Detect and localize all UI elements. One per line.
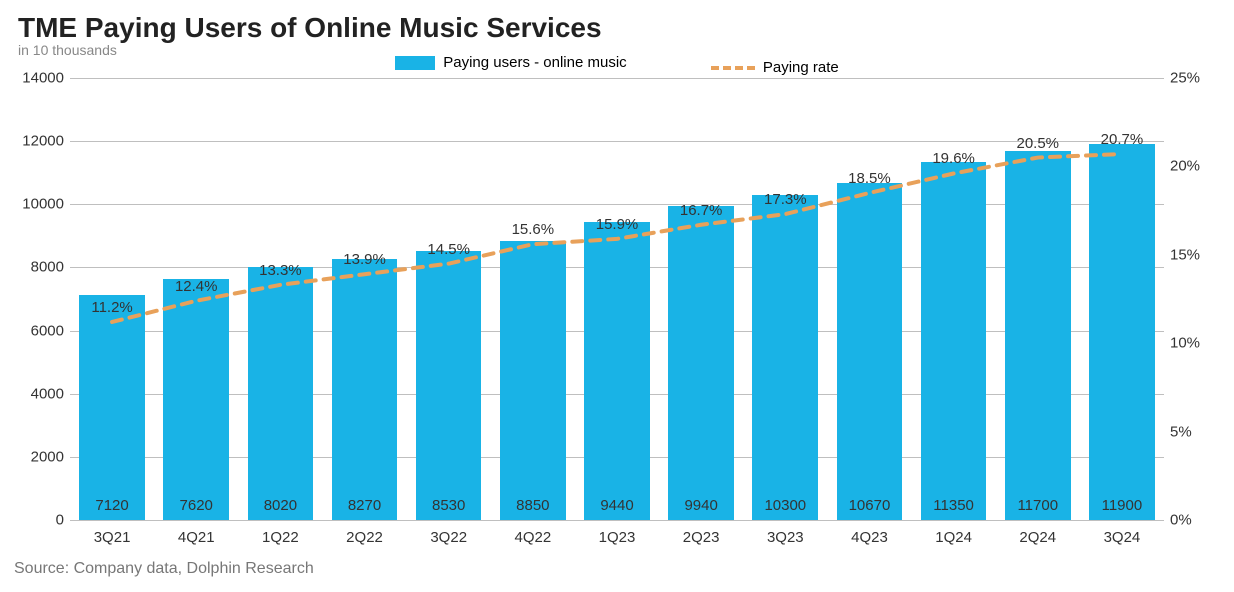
y-left-tick: 6000	[4, 322, 64, 339]
paying-rate-line	[70, 78, 1164, 520]
line-value-label: 15.9%	[596, 216, 639, 233]
x-tick-label: 3Q23	[767, 529, 804, 546]
legend-swatch-bar	[395, 56, 435, 70]
grid-line	[70, 520, 1164, 521]
line-value-label: 12.4%	[175, 278, 218, 295]
line-value-label: 11.2%	[91, 299, 132, 316]
x-tick-label: 3Q21	[94, 529, 131, 546]
plot-area: 020004000600080001000012000140000%5%10%1…	[70, 78, 1164, 520]
y-right-tick: 10%	[1170, 335, 1226, 352]
legend-item-line: Paying rate	[711, 59, 839, 76]
y-left-tick: 12000	[4, 133, 64, 150]
line-value-label: 16.7%	[680, 202, 723, 219]
y-left-tick: 0	[4, 512, 64, 529]
line-value-label: 13.9%	[343, 251, 386, 268]
legend-line-label: Paying rate	[763, 59, 839, 76]
x-tick-label: 2Q22	[346, 529, 383, 546]
legend-item-bar: Paying users - online music	[395, 54, 626, 71]
x-tick-label: 3Q22	[430, 529, 467, 546]
y-left-tick: 2000	[4, 448, 64, 465]
y-left-tick: 14000	[4, 70, 64, 87]
y-left-tick: 4000	[4, 385, 64, 402]
line-value-label: 15.6%	[512, 221, 555, 238]
line-value-label: 19.6%	[932, 150, 975, 167]
y-right-tick: 20%	[1170, 158, 1226, 175]
x-tick-label: 1Q24	[935, 529, 972, 546]
line-value-label: 18.5%	[848, 170, 891, 187]
legend: Paying users - online music Paying rate	[0, 54, 1234, 76]
y-right-tick: 15%	[1170, 246, 1226, 263]
source-text: Source: Company data, Dolphin Research	[14, 560, 314, 578]
y-right-tick: 25%	[1170, 70, 1226, 87]
line-value-label: 13.3%	[259, 262, 302, 279]
legend-bar-label: Paying users - online music	[443, 54, 626, 71]
line-value-label: 20.5%	[1016, 135, 1059, 152]
x-tick-label: 4Q22	[514, 529, 551, 546]
chart-title: TME Paying Users of Online Music Service…	[18, 12, 1216, 44]
y-left-tick: 8000	[4, 259, 64, 276]
x-tick-label: 1Q22	[262, 529, 299, 546]
line-value-label: 20.7%	[1101, 131, 1144, 148]
y-right-tick: 5%	[1170, 423, 1226, 440]
y-left-tick: 10000	[4, 196, 64, 213]
x-tick-label: 1Q23	[599, 529, 636, 546]
x-tick-label: 4Q23	[851, 529, 888, 546]
legend-swatch-line	[711, 66, 755, 70]
line-value-label: 17.3%	[764, 191, 807, 208]
x-tick-label: 2Q23	[683, 529, 720, 546]
line-value-label: 14.5%	[427, 241, 470, 258]
x-tick-label: 2Q24	[1019, 529, 1056, 546]
x-tick-label: 4Q21	[178, 529, 215, 546]
x-tick-label: 3Q24	[1104, 529, 1141, 546]
y-right-tick: 0%	[1170, 512, 1226, 529]
